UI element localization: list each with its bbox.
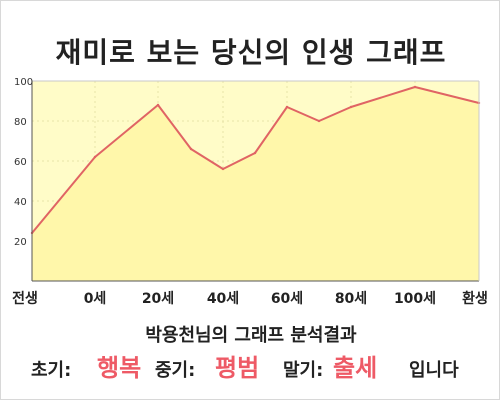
data-point-70세 (317, 119, 321, 123)
x-tick-label: 40세 (207, 291, 239, 307)
x-tick-label: 80세 (335, 291, 367, 307)
early-value: 행복 (97, 354, 142, 382)
x-tick-label: 20세 (142, 291, 174, 307)
y-tick-label: 60 (14, 157, 27, 168)
x-tick-label: 전생 (12, 290, 38, 307)
data-point-20세 (156, 103, 160, 107)
series-area (32, 87, 479, 281)
late-label: 말기: (283, 360, 324, 381)
x-tick-label: 100세 (394, 291, 436, 307)
y-tick-label: 80 (14, 117, 27, 128)
x-tick-label: 0세 (84, 291, 107, 307)
x-tick-label: 환생 (462, 290, 488, 307)
analysis-ending: 입니다 (409, 360, 459, 381)
x-tick-label: 60세 (271, 291, 303, 307)
data-point-40세 (221, 167, 225, 171)
mid-label: 중기: (155, 360, 196, 381)
data-point-80세 (349, 105, 353, 109)
data-point-100세 (413, 85, 417, 89)
late-value: 출세 (333, 354, 378, 382)
data-point-30세 (189, 147, 193, 151)
analysis-summary: 초기: 행복 중기: 평범 말기: 출세 입니다 (31, 347, 491, 383)
y-tick-label: 100 (14, 77, 33, 88)
analysis-title: 박용천님의 그래프 분석결과 (145, 325, 357, 346)
page-title: 재미로 보는 당신의 인생 그래프 (55, 36, 447, 69)
data-point-0세 (93, 155, 97, 159)
mid-value: 평범 (215, 354, 260, 382)
y-tick-label: 20 (14, 237, 27, 248)
data-point-50세 (253, 151, 257, 155)
early-label: 초기: (31, 360, 72, 381)
y-tick-label: 40 (14, 197, 27, 208)
data-point-60세 (285, 105, 289, 109)
